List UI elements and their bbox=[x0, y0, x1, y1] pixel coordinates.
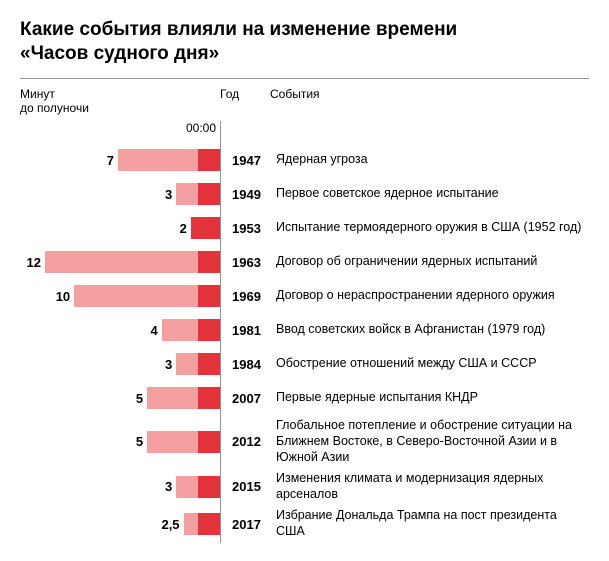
event-cell: Изменения климата и модернизация ядерных… bbox=[270, 471, 589, 502]
bar-segment-dark bbox=[191, 217, 220, 239]
bar-segment-light bbox=[184, 513, 198, 535]
bar-cell: 10 bbox=[20, 285, 220, 307]
table-row: 4 1981Ввод советских войск в Афганистан (… bbox=[20, 313, 589, 347]
title-line-1: Какие события влияли на изменение времен… bbox=[20, 19, 457, 40]
chart-title: Какие события влияли на изменение времен… bbox=[20, 18, 589, 66]
bar-segment-dark bbox=[198, 387, 220, 409]
bar-cell: 3 bbox=[20, 353, 220, 375]
bar-cell: 4 bbox=[20, 319, 220, 341]
year-cell: 1981 bbox=[220, 323, 270, 338]
bar-segment-light bbox=[45, 251, 198, 273]
header-minutes-l2: до полуночи bbox=[20, 101, 89, 115]
table-row: 2,5 2017Избрание Дональда Трампа на пост … bbox=[20, 505, 589, 542]
bar-cell: 12 bbox=[20, 251, 220, 273]
bar-cell: 7 bbox=[20, 149, 220, 171]
event-cell: Первые ядерные испытания КНДР bbox=[270, 390, 589, 406]
bar-segment-light bbox=[118, 149, 198, 171]
bar-value-label: 3 bbox=[165, 357, 172, 372]
bar-value-label: 7 bbox=[107, 153, 114, 168]
table-row: 10 1969Договор о нераспространении ядерно… bbox=[20, 279, 589, 313]
bar-segment-dark bbox=[198, 319, 220, 341]
axis-zero-label: 00:00 bbox=[186, 121, 220, 135]
bar-cell: 3 bbox=[20, 183, 220, 205]
event-cell: Обострение отношений между США и СССР bbox=[270, 356, 589, 372]
year-cell: 1953 bbox=[220, 221, 270, 236]
event-cell: Договор о нераспространении ядерного ору… bbox=[270, 288, 589, 304]
bar-segment-dark bbox=[198, 285, 220, 307]
event-cell: Глобальное потепление и обострение ситуа… bbox=[270, 418, 589, 465]
bar-segment-dark bbox=[198, 251, 220, 273]
event-cell: Ввод советских войск в Афганистан (1979 … bbox=[270, 322, 589, 338]
bar-value-label: 3 bbox=[165, 479, 172, 494]
title-line-2: «Часов судного дня» bbox=[20, 43, 219, 64]
table-row: 5 2012Глобальное потепление и обострение … bbox=[20, 415, 589, 468]
axis-zero: 00:00 bbox=[20, 121, 589, 139]
event-cell: Избрание Дональда Трампа на пост президе… bbox=[270, 508, 589, 539]
bar-segment-dark bbox=[198, 431, 220, 453]
year-cell: 1984 bbox=[220, 357, 270, 372]
bar-value-label: 2 bbox=[180, 221, 187, 236]
year-cell: 2007 bbox=[220, 391, 270, 406]
event-cell: Первое советское ядерное испытание bbox=[270, 186, 589, 202]
bar-segment-light bbox=[74, 285, 198, 307]
bar-value-label: 4 bbox=[150, 323, 157, 338]
bar-segment-light bbox=[147, 387, 198, 409]
bar-cell: 5 bbox=[20, 431, 220, 453]
axis-baseline bbox=[220, 121, 221, 542]
year-cell: 1963 bbox=[220, 255, 270, 270]
bar-segment-dark bbox=[198, 353, 220, 375]
bar-cell: 5 bbox=[20, 387, 220, 409]
event-cell: Договор об ограничении ядерных испытаний bbox=[270, 254, 589, 270]
table-row: 3 2015Изменения климата и модернизация яд… bbox=[20, 468, 589, 505]
chart-rows: 7 1947Ядерная угроза 3 1949Первое советское… bbox=[20, 143, 589, 542]
bar-cell: 3 bbox=[20, 476, 220, 498]
bar-segment-dark bbox=[198, 149, 220, 171]
header-minutes: Минут до полуночи bbox=[20, 87, 220, 116]
bar-value-label: 5 bbox=[136, 391, 143, 406]
year-cell: 1949 bbox=[220, 187, 270, 202]
bar-segment-light bbox=[176, 476, 198, 498]
year-cell: 1947 bbox=[220, 153, 270, 168]
table-row: 12 1963Договор об ограничении ядерных исп… bbox=[20, 245, 589, 279]
year-cell: 2017 bbox=[220, 517, 270, 532]
table-row: 7 1947Ядерная угроза bbox=[20, 143, 589, 177]
event-cell: Ядерная угроза bbox=[270, 152, 589, 168]
bar-segment-dark bbox=[198, 513, 220, 535]
event-cell: Испытание термоядерного оружия в США (19… bbox=[270, 220, 589, 236]
table-row: 2 1953Испытание термоядерного оружия в СШ… bbox=[20, 211, 589, 245]
bar-value-label: 10 bbox=[56, 289, 70, 304]
bar-value-label: 2,5 bbox=[161, 517, 179, 532]
year-cell: 2015 bbox=[220, 479, 270, 494]
table-row: 5 2007Первые ядерные испытания КНДР bbox=[20, 381, 589, 415]
table-row: 3 1949Первое советское ядерное испытание bbox=[20, 177, 589, 211]
bar-cell: 2 bbox=[20, 217, 220, 239]
header-year: Год bbox=[220, 87, 270, 116]
bar-value-label: 12 bbox=[27, 255, 41, 270]
column-headers: Минут до полуночи Год События bbox=[20, 87, 589, 116]
bar-segment-dark bbox=[198, 476, 220, 498]
bar-value-label: 5 bbox=[136, 434, 143, 449]
table-row: 3 1984Обострение отношений между США и СС… bbox=[20, 347, 589, 381]
bar-segment-light bbox=[176, 183, 198, 205]
bar-segment-light bbox=[176, 353, 198, 375]
year-cell: 1969 bbox=[220, 289, 270, 304]
title-divider bbox=[20, 78, 589, 79]
bar-segment-dark bbox=[198, 183, 220, 205]
bar-segment-light bbox=[162, 319, 198, 341]
bar-value-label: 3 bbox=[165, 187, 172, 202]
bar-cell: 2,5 bbox=[20, 513, 220, 535]
header-minutes-l1: Минут bbox=[20, 87, 55, 101]
bar-segment-light bbox=[147, 431, 198, 453]
year-cell: 2012 bbox=[220, 434, 270, 449]
header-event: События bbox=[270, 87, 589, 116]
